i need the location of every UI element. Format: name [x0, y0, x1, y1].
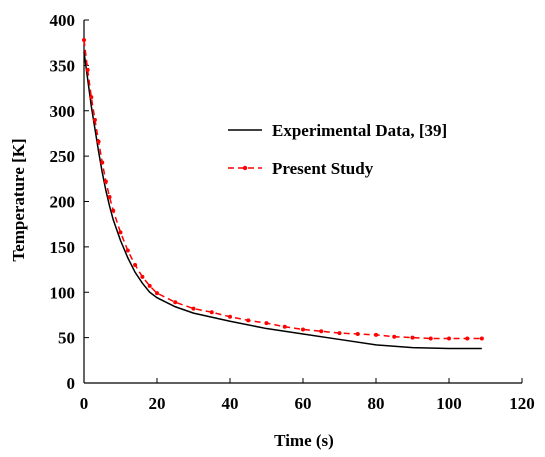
series-layer — [82, 37, 484, 350]
series-point — [282, 324, 287, 329]
x-tick-label: 120 — [509, 394, 535, 413]
x-tick-label: 100 — [436, 394, 462, 413]
series-point — [118, 230, 123, 235]
series-point — [96, 139, 101, 144]
series-point — [465, 336, 470, 341]
axes: 0 20 40 60 80 100 120 0 50 100 150 200 250 300 350 400 — [50, 11, 535, 413]
legend-marker — [242, 165, 248, 171]
series-point — [89, 95, 94, 100]
series-point — [392, 334, 397, 339]
series-point — [100, 160, 105, 165]
series-point — [209, 310, 214, 315]
series-point — [103, 179, 108, 184]
series-point — [133, 263, 138, 268]
y-tick-label: 350 — [50, 56, 76, 75]
series-point — [140, 274, 145, 279]
series-point — [301, 327, 305, 332]
series-point — [246, 318, 251, 323]
series-line-1 — [83, 39, 482, 340]
series-point — [355, 331, 360, 336]
series-point — [82, 37, 86, 42]
y-tick-label: 150 — [50, 238, 76, 257]
series-point — [428, 336, 433, 341]
legend-label-0: Experimental Data, [39] — [272, 121, 447, 140]
x-tick-label: 0 — [80, 394, 89, 413]
y-tick-label: 200 — [50, 193, 76, 212]
series-point — [147, 283, 152, 288]
series-point — [191, 306, 196, 311]
x-tick-label: 20 — [149, 394, 166, 413]
series-point — [374, 332, 378, 337]
series-point — [125, 248, 130, 253]
series-point — [155, 291, 159, 296]
x-tick-label: 60 — [295, 394, 312, 413]
y-axis-title: Temperature [K] — [9, 138, 28, 261]
series-point — [337, 331, 342, 336]
legend: Experimental Data, [39] Present Study — [228, 121, 447, 178]
y-tick-label: 0 — [67, 374, 76, 393]
x-axis-title: Time (s) — [274, 431, 334, 450]
series-point — [479, 336, 484, 341]
y-tick-label: 50 — [58, 329, 75, 348]
series-point — [173, 300, 178, 305]
series-point — [264, 321, 269, 326]
x-tick-label: 80 — [368, 394, 385, 413]
series-point — [319, 329, 324, 334]
series-point — [447, 336, 451, 341]
series-point — [410, 335, 415, 340]
series-point — [85, 67, 90, 72]
legend-label-1: Present Study — [272, 159, 374, 178]
series-point — [111, 208, 116, 213]
series-point — [228, 314, 232, 319]
y-tick-label: 300 — [50, 102, 76, 121]
y-tick-label: 250 — [50, 147, 76, 166]
series-point — [92, 117, 97, 122]
x-tick-label: 40 — [222, 394, 239, 413]
series-line-0 — [83, 51, 482, 350]
y-tick-label: 400 — [50, 11, 76, 30]
y-tick-label: 100 — [50, 283, 76, 302]
series-point — [107, 194, 112, 199]
